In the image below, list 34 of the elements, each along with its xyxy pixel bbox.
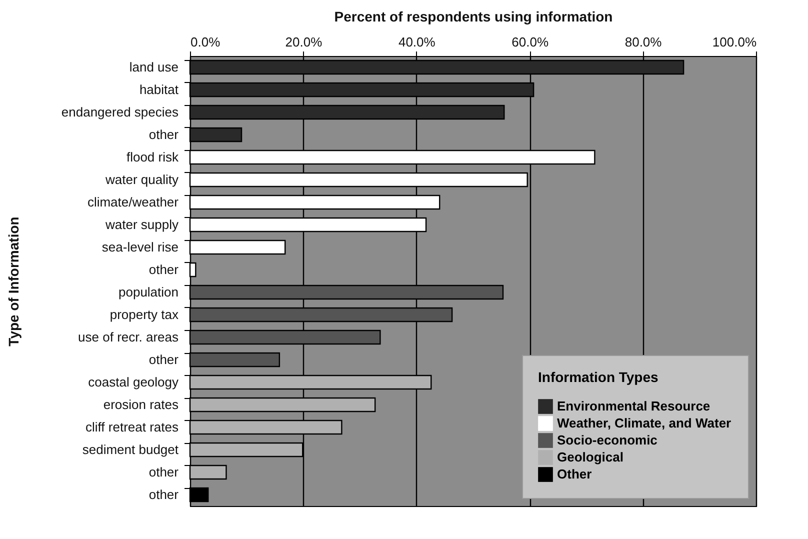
y-tick-label: coastal geology <box>88 374 179 390</box>
y-tick-label: other <box>148 126 180 142</box>
y-tick-label: climate/weather <box>87 194 180 210</box>
legend-title: Information Types <box>538 369 659 385</box>
legend-label: Other <box>557 466 592 482</box>
y-tick-label: other <box>148 464 180 480</box>
y-tick-label: erosion rates <box>103 396 179 412</box>
x-tick-label: 40.0% <box>398 34 436 50</box>
y-tick-label: land use <box>129 59 178 74</box>
x-tick-label: 80.0% <box>624 34 662 50</box>
y-axis-title: Type of Information <box>5 216 22 346</box>
y-tick-label: water quality <box>104 172 179 187</box>
y-tick-label: water supply <box>104 216 179 232</box>
y-tick-label: sediment budget <box>82 442 179 457</box>
x-tick-label: 100.0% <box>712 34 757 50</box>
legend-label: Socio-economic <box>557 432 658 448</box>
x-tick-label: 60.0% <box>512 34 549 50</box>
y-tick-label: other <box>148 262 180 277</box>
x-axis-title: Percent of respondents using information <box>334 8 613 24</box>
y-tick-label: flood risk <box>126 149 179 164</box>
y-tick-label: property tax <box>110 306 179 322</box>
x-tick-label: 0.0% <box>190 34 221 50</box>
legend-label: Geological <box>557 450 624 464</box>
y-tick-label: population <box>118 284 178 300</box>
legend-label: Environmental Resource <box>557 398 710 414</box>
y-tick-label: habitat <box>139 82 179 97</box>
x-tick-label: 20.0% <box>285 34 323 50</box>
y-tick-label: endangered species <box>61 104 179 120</box>
y-tick-label: other <box>148 352 180 367</box>
y-tick-label: other <box>148 486 180 502</box>
y-tick-label: cliff retreat rates <box>86 419 179 434</box>
y-tick-label: sea-level rise <box>102 239 178 254</box>
legend-label: Weather, Climate, and Water <box>557 416 732 430</box>
y-tick-label: use of recr. areas <box>78 329 179 344</box>
